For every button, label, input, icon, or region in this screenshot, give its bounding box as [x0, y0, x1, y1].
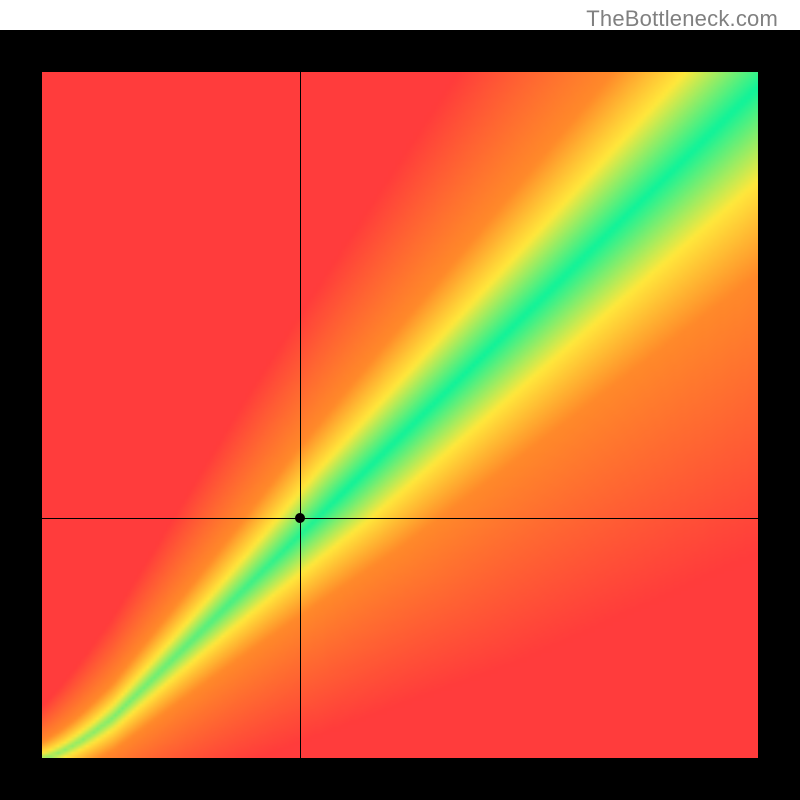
outer-frame — [0, 30, 800, 800]
crosshair-vertical — [300, 72, 301, 758]
data-point-marker — [295, 513, 305, 523]
crosshair-horizontal — [42, 518, 758, 519]
watermark-text: TheBottleneck.com — [586, 6, 778, 32]
heatmap-canvas — [42, 72, 758, 758]
chart-container: TheBottleneck.com — [0, 0, 800, 800]
plot-area — [42, 72, 758, 758]
